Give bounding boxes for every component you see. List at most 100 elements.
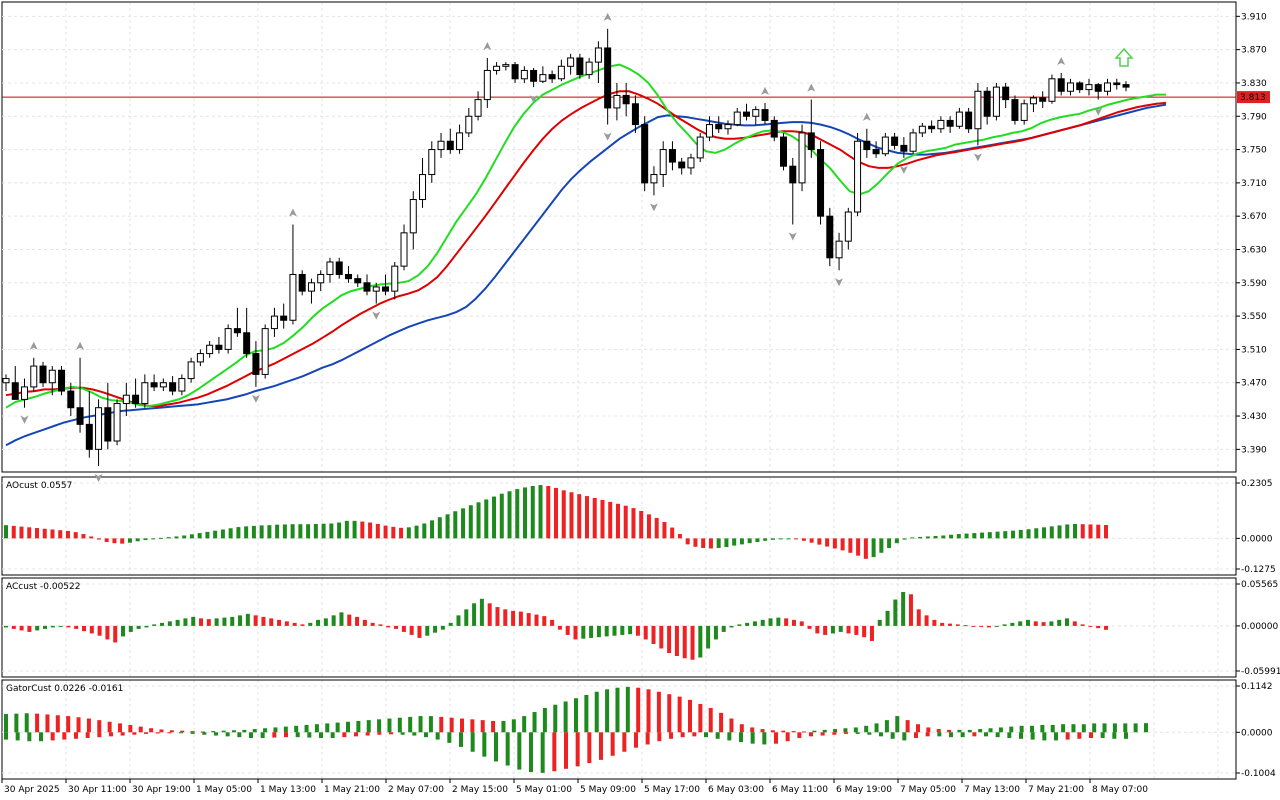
ac-bar-down	[1041, 622, 1046, 626]
gator-lower-bar-down	[377, 732, 382, 735]
ac-bar-down	[1080, 624, 1085, 626]
y-tick-label: 3.630	[1241, 245, 1267, 255]
gator-upper-bar-up	[1144, 723, 1148, 733]
y-tick-label: 3.710	[1241, 179, 1267, 189]
gator-upper-bar-up	[988, 728, 993, 733]
ac-bar-down	[386, 625, 391, 628]
panel-0	[1, 1, 1237, 473]
candle-body-bear	[1113, 82, 1121, 86]
candle	[613, 82, 621, 121]
candle-body-bear	[169, 382, 177, 392]
gator-lower-bar-down	[50, 732, 55, 741]
gator-lower-bar-up	[505, 732, 510, 766]
candle-body-bear	[622, 94, 630, 105]
candle-body-bear	[1076, 82, 1084, 91]
candle-body-bull	[30, 365, 38, 388]
candle	[881, 132, 889, 157]
gator-lower-bar-up	[890, 732, 895, 739]
gator-upper-bar-down	[781, 730, 786, 733]
ao-bar-up	[306, 524, 311, 539]
gator-lower-bar-down	[925, 732, 930, 737]
candle-body-bear	[641, 124, 649, 184]
ac-bar-up	[448, 622, 453, 626]
ao-bar-up	[716, 538, 721, 548]
ac-bar-down	[253, 615, 258, 626]
candle	[289, 224, 297, 325]
gator-upper-bar-up	[978, 729, 983, 733]
ac-bar-up	[1002, 624, 1007, 626]
candle-body-bear	[631, 103, 639, 126]
y-tick-label: 3.430	[1241, 412, 1267, 422]
candle	[622, 82, 630, 117]
candle-body-bull	[196, 353, 204, 363]
gator-lower-bar-up	[1030, 732, 1035, 740]
candle-body-bear	[67, 390, 75, 409]
gator-lower-bar-up	[727, 732, 732, 741]
gator-upper-bar-up	[4, 714, 8, 733]
ac-bar-down	[635, 625, 640, 636]
candle	[668, 141, 676, 171]
gator-upper-bar-down	[739, 724, 744, 733]
ao-bar-up	[949, 534, 954, 539]
candle	[335, 257, 343, 279]
candle	[76, 357, 84, 433]
candle	[2, 374, 10, 392]
ao-bar-up	[337, 522, 342, 539]
panel-frame	[1, 476, 1237, 576]
gator-lower-bar-down	[1077, 732, 1082, 739]
gator-lower-bar-down	[564, 732, 568, 769]
ao-bar-up	[259, 525, 264, 539]
ac-bar-down	[511, 610, 516, 626]
gator-lower-bar-up	[470, 732, 475, 752]
candle	[372, 282, 380, 304]
candle-body-bear	[1002, 86, 1010, 101]
ao-bar-down	[631, 508, 636, 539]
ac-bar-up	[1018, 621, 1023, 626]
ac-bar-up	[331, 615, 336, 626]
ao-bar-up	[980, 532, 985, 539]
current-price-label: 3.813	[1240, 93, 1266, 103]
gator-lower-bar-up	[27, 732, 32, 742]
gator-lower-bar-up	[867, 732, 872, 735]
gator-panel-title: GatorCust 0.0226 -0.0161	[6, 684, 123, 694]
gator-upper-bar-down	[905, 720, 910, 733]
ac-bar-down	[394, 625, 399, 629]
gator-upper-bar-up	[273, 727, 278, 733]
candle	[641, 116, 649, 192]
gator-lower-bar-up	[704, 732, 708, 738]
ao-bar-up	[918, 536, 923, 539]
gator-upper-bar-up	[1112, 723, 1117, 733]
ac-bar-down	[682, 625, 687, 659]
candle-body-bear	[817, 149, 825, 217]
ac-bar-down	[370, 622, 375, 626]
x-tick-label: 30 Apr 2025	[4, 785, 60, 795]
candle	[696, 132, 704, 163]
candle	[1020, 99, 1028, 125]
ao-bar-up	[887, 538, 892, 548]
ao-bar-down	[848, 538, 853, 553]
candle-body-bear	[789, 165, 797, 184]
gator-lower-bar-down	[342, 732, 347, 738]
ac-bar-down	[82, 625, 87, 632]
ac-bar-down	[362, 619, 367, 626]
ac-bar-up	[121, 625, 126, 637]
candle	[493, 62, 501, 75]
gator-upper-bar-down	[802, 731, 806, 733]
ao-bar-down	[569, 492, 574, 539]
candle	[1122, 81, 1130, 92]
candle	[67, 382, 75, 417]
gator-lower-bar-up	[15, 732, 20, 741]
ao-bar-up	[220, 529, 225, 539]
candle	[557, 59, 565, 82]
ac-bar-down	[807, 625, 812, 629]
ac-bar-up	[191, 616, 196, 626]
gator-lower-bar-down	[354, 732, 358, 737]
candle-body-bear	[298, 273, 306, 292]
candle	[363, 274, 371, 296]
ao-bar-up	[1065, 524, 1070, 539]
gator-lower-bar-up	[225, 732, 230, 737]
ac-bar-down	[815, 625, 820, 634]
ao-bar-down	[794, 538, 799, 540]
ac-bar-down	[947, 623, 952, 626]
candle	[567, 53, 575, 75]
